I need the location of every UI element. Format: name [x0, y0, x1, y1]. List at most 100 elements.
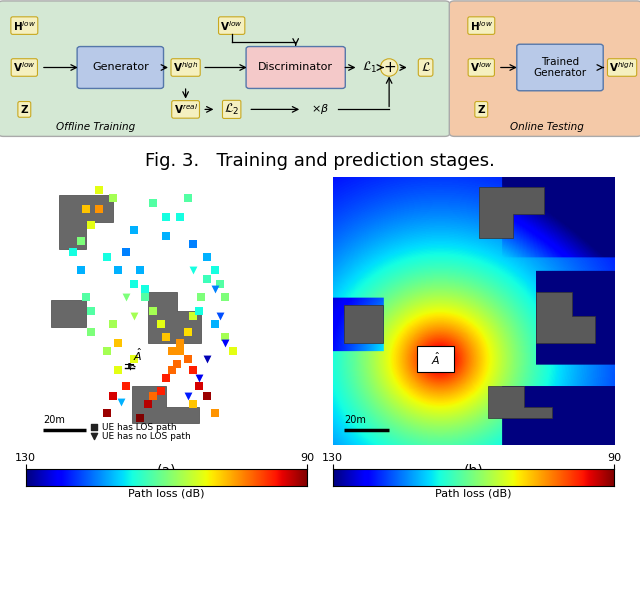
Point: [202, 253, 212, 262]
Text: $\mathbf{V}^{high}$: $\mathbf{V}^{high}$: [173, 61, 198, 74]
Point: [156, 386, 166, 396]
Point: [161, 231, 172, 240]
X-axis label: Path loss (dB): Path loss (dB): [128, 489, 205, 499]
Point: [108, 319, 118, 329]
Point: [188, 266, 198, 275]
Text: $\mathbf{V}^{low}$: $\mathbf{V}^{low}$: [470, 61, 493, 74]
Point: [129, 279, 140, 289]
Polygon shape: [479, 187, 544, 239]
Point: [188, 400, 198, 409]
Text: (a): (a): [157, 464, 176, 478]
Text: Fig. 3.   Training and prediction stages.: Fig. 3. Training and prediction stages.: [145, 151, 495, 170]
Point: [140, 293, 150, 302]
Point: [156, 319, 166, 329]
Point: [209, 319, 220, 329]
FancyBboxPatch shape: [449, 1, 640, 137]
Point: [121, 381, 131, 391]
Point: [202, 392, 212, 401]
Polygon shape: [148, 292, 201, 343]
Point: [121, 293, 131, 302]
Text: $\mathbf{V}^{high}$: $\mathbf{V}^{high}$: [609, 61, 635, 74]
Point: [129, 354, 140, 363]
Point: [134, 266, 145, 275]
Point: [188, 312, 198, 321]
Point: [102, 408, 113, 417]
Point: [116, 397, 126, 406]
Point: [113, 338, 124, 348]
Text: 20m: 20m: [43, 415, 65, 425]
Point: [129, 312, 140, 321]
Point: [182, 327, 193, 337]
Text: $\hat{A}$: $\hat{A}$: [133, 346, 142, 363]
Bar: [417, 346, 454, 372]
Point: [108, 392, 118, 401]
Point: [188, 365, 198, 375]
Point: [86, 327, 97, 337]
Point: [175, 346, 185, 356]
Text: Discriminator: Discriminator: [258, 62, 333, 72]
Point: [182, 193, 193, 203]
Point: [161, 212, 172, 221]
Text: Offline Training: Offline Training: [56, 121, 136, 131]
Point: [89, 431, 99, 441]
Point: [67, 247, 77, 256]
Point: [76, 266, 86, 275]
Text: $+$: $+$: [383, 60, 396, 75]
Polygon shape: [60, 196, 113, 249]
Point: [209, 284, 220, 294]
Point: [166, 346, 177, 356]
Point: [102, 253, 113, 262]
Point: [94, 186, 104, 195]
Text: $\mathbf{Z}$: $\mathbf{Z}$: [20, 104, 29, 115]
Point: [161, 373, 172, 382]
Point: [182, 392, 193, 401]
Text: $\mathcal{L}$: $\mathcal{L}$: [420, 61, 431, 74]
Point: [94, 204, 104, 214]
Text: $\mathbf{V}^{low}$: $\mathbf{V}^{low}$: [220, 19, 243, 32]
Point: [193, 306, 204, 316]
Text: 20m: 20m: [344, 415, 366, 425]
Point: [140, 284, 150, 294]
Point: [172, 359, 182, 369]
Text: $\mathcal{L}_1$: $\mathcal{L}_1$: [362, 60, 377, 75]
Point: [202, 274, 212, 283]
Text: $\mathbf{H}^{low}$: $\mathbf{H}^{low}$: [13, 19, 36, 32]
Point: [86, 306, 97, 316]
Text: Online Testing: Online Testing: [510, 121, 584, 131]
Text: Trained
Generator: Trained Generator: [533, 57, 587, 78]
Text: $\hat{A}$: $\hat{A}$: [431, 350, 440, 367]
Point: [188, 239, 198, 249]
Text: $\times\beta$: $\times\beta$: [311, 102, 329, 117]
FancyBboxPatch shape: [246, 47, 346, 88]
FancyBboxPatch shape: [0, 1, 450, 137]
Point: [220, 333, 230, 342]
Text: (b): (b): [464, 464, 483, 478]
Point: [113, 365, 124, 375]
Point: [148, 306, 158, 316]
Point: [89, 422, 99, 432]
Polygon shape: [132, 386, 198, 423]
FancyBboxPatch shape: [517, 44, 603, 91]
Point: [196, 293, 206, 302]
Point: [215, 279, 225, 289]
Polygon shape: [51, 300, 86, 327]
Point: [175, 338, 185, 348]
Point: [129, 226, 140, 235]
Point: [113, 266, 124, 275]
FancyBboxPatch shape: [77, 47, 164, 88]
Point: [134, 413, 145, 423]
Point: [209, 266, 220, 275]
Point: [81, 204, 91, 214]
Text: Generator: Generator: [92, 62, 148, 72]
Point: [182, 354, 193, 363]
Point: [215, 312, 225, 321]
Point: [166, 365, 177, 375]
Polygon shape: [488, 386, 552, 418]
Text: $\mathcal{L}_2$: $\mathcal{L}_2$: [224, 102, 239, 117]
X-axis label: Path loss (dB): Path loss (dB): [435, 489, 512, 499]
Point: [202, 354, 212, 363]
Point: [220, 293, 230, 302]
Point: [193, 373, 204, 382]
Point: [148, 199, 158, 209]
Polygon shape: [344, 305, 383, 343]
